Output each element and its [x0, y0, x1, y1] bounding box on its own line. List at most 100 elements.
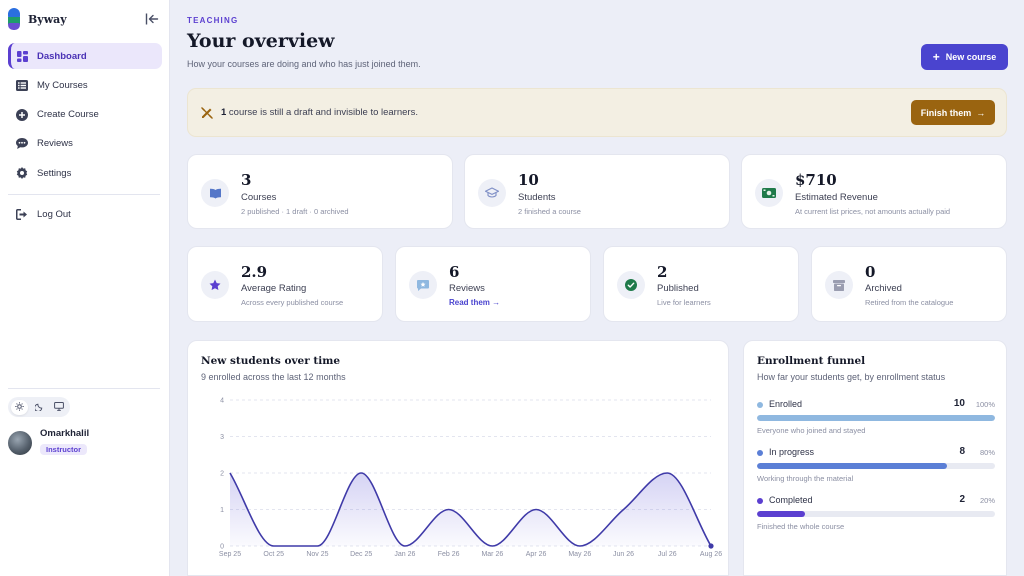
brand[interactable]: Byway — [8, 8, 67, 30]
funnel-step-percent: 20% — [979, 496, 995, 505]
series-line — [229, 472, 712, 547]
theme-light-button[interactable] — [11, 398, 28, 416]
banner-text: course is still a draft and invisible to… — [226, 107, 418, 118]
stat-label: Students — [518, 192, 556, 203]
stat-card-archived: 0 Archived Retired from the catalogue — [811, 246, 1007, 322]
sidebar-item-my-courses[interactable]: My Courses — [8, 72, 162, 98]
status-dot — [757, 402, 763, 408]
stat-card-revenue: $710 Estimated Revenue At current list p… — [741, 154, 1007, 229]
stat-value: 10 — [518, 171, 539, 189]
page-eyebrow: TEACHING — [187, 16, 239, 25]
stat-label: Average Rating — [241, 283, 307, 294]
new-students-chart: 0 1 2 3 4 Sep 25 Oct 25 Nov 25 Dec 25 Jan 26 Feb 2… — [219, 398, 722, 559]
page-title: Your overview — [187, 30, 335, 52]
user-role-badge: Instructor — [40, 444, 88, 455]
stat-value: 0 — [865, 263, 876, 281]
book-icon — [201, 179, 229, 207]
funnel-step-percent: 80% — [979, 448, 995, 457]
sidebar-item-reviews[interactable]: Reviews — [8, 131, 162, 157]
sidebar-divider — [8, 194, 160, 195]
avatar — [8, 430, 32, 455]
stat-sub: Live for learners — [657, 298, 711, 307]
draft-count: 1 — [221, 107, 227, 118]
stat-sub: Retired from the catalogue — [865, 298, 954, 307]
logout-label: Log Out — [37, 208, 71, 220]
stat-sub: 2 published · 1 draft · 0 archived — [241, 207, 349, 216]
star-icon — [201, 271, 229, 299]
sidebar-bottom-divider — [8, 388, 160, 389]
sidebar-nav: Dashboard My Courses Create Course Revie… — [8, 43, 162, 189]
finish-them-button[interactable]: Finish them → — [911, 100, 995, 125]
funnel-step-in-progress: In progress 8 80% Working through the ma… — [757, 446, 995, 483]
stat-card-reviews: 6 Reviews Read them → — [395, 246, 591, 322]
graduation-cap-icon — [478, 179, 506, 207]
x-tick-label: Jul 26 — [658, 551, 677, 558]
x-tick-label: Jan 26 — [394, 551, 415, 558]
logout-section: Log Out — [8, 201, 162, 230]
stat-label: Reviews — [449, 283, 485, 294]
x-tick-label: May 26 — [568, 551, 591, 558]
funnel-step-name: Enrolled — [769, 399, 803, 409]
stat-label: Courses — [241, 192, 277, 203]
byway-logo-icon — [8, 8, 20, 30]
stat-value: 3 — [241, 171, 252, 189]
theme-dark-button[interactable] — [31, 400, 48, 415]
y-tick-label: 4 — [220, 398, 224, 405]
plus-icon: + — [932, 50, 940, 64]
new-course-label: New course — [945, 52, 997, 62]
y-tick-label: 0 — [220, 544, 224, 551]
sidebar-item-label: Settings — [37, 167, 72, 179]
sidebar-item-label: Dashboard — [37, 50, 87, 62]
x-tick-label: Dec 25 — [350, 551, 372, 558]
stat-label: Estimated Revenue — [795, 192, 878, 203]
x-tick-label: Oct 25 — [263, 551, 284, 558]
brand-name: Byway — [28, 12, 67, 26]
sidebar-item-dashboard[interactable]: Dashboard — [8, 43, 162, 69]
progress-fill — [757, 511, 805, 517]
x-tick-label: Aug 26 — [700, 551, 722, 558]
progress-fill — [757, 415, 995, 421]
new-course-button[interactable]: + New course — [921, 44, 1008, 70]
funnel-step-enrolled: Enrolled 10 100% Everyone who joined and… — [757, 398, 995, 435]
stat-card-published: 2 Published Live for learners — [603, 246, 799, 322]
sidebar-item-label: Create Course — [37, 109, 99, 121]
x-tick-label: Apr 26 — [526, 551, 547, 558]
moon-icon — [33, 398, 44, 416]
check-circle-icon — [617, 271, 645, 299]
sun-icon — [15, 398, 24, 416]
sidebar-item-label: My Courses — [37, 79, 88, 91]
user-name: Omarkhalil — [40, 428, 90, 439]
list-icon — [16, 79, 28, 91]
collapse-sidebar-icon[interactable] — [145, 12, 159, 26]
stat-value: 2.9 — [241, 263, 268, 281]
chart-subtitle: 9 enrolled across the last 12 months — [201, 372, 346, 382]
stat-sub: At current list prices, not amounts actu… — [795, 207, 951, 216]
theme-system-button[interactable] — [50, 400, 67, 415]
funnel-step-name: In progress — [769, 447, 815, 457]
stat-sub: 2 finished a course — [518, 207, 581, 216]
read-reviews-link[interactable]: Read them → — [449, 298, 501, 307]
last-point-marker[interactable] — [708, 543, 714, 549]
progress-bar — [757, 511, 995, 517]
sidebar-item-create-course[interactable]: Create Course — [8, 102, 162, 128]
finish-them-label: Finish them — [920, 107, 972, 118]
funnel-subtitle: How far your students get, by enrollment… — [757, 372, 946, 382]
sidebar-item-settings[interactable]: Settings — [8, 160, 162, 186]
stat-value: $710 — [795, 171, 837, 189]
enrollment-funnel-card: Enrollment funnel How far your students … — [743, 340, 1007, 576]
funnel-step-count: 8 — [959, 446, 965, 457]
funnel-step-description: Working through the material — [757, 474, 854, 483]
logout-button[interactable]: Log Out — [8, 201, 162, 227]
progress-bar — [757, 415, 995, 421]
funnel-step-description: Finished the whole course — [757, 522, 845, 531]
area-fill — [230, 473, 711, 546]
sidebar-item-label: Reviews — [37, 138, 73, 150]
stat-card-students: 10 Students 2 finished a course — [464, 154, 730, 229]
user-profile[interactable]: Omarkhalil Instructor — [8, 428, 89, 457]
stat-sub: Across every published course — [241, 298, 344, 307]
funnel-step-count: 10 — [953, 398, 965, 409]
x-tick-label: Nov 25 — [306, 551, 328, 558]
page-subtitle: How your courses are doing and who has j… — [187, 59, 421, 69]
x-tick-label: Jun 26 — [613, 551, 634, 558]
chat-icon — [16, 138, 28, 150]
